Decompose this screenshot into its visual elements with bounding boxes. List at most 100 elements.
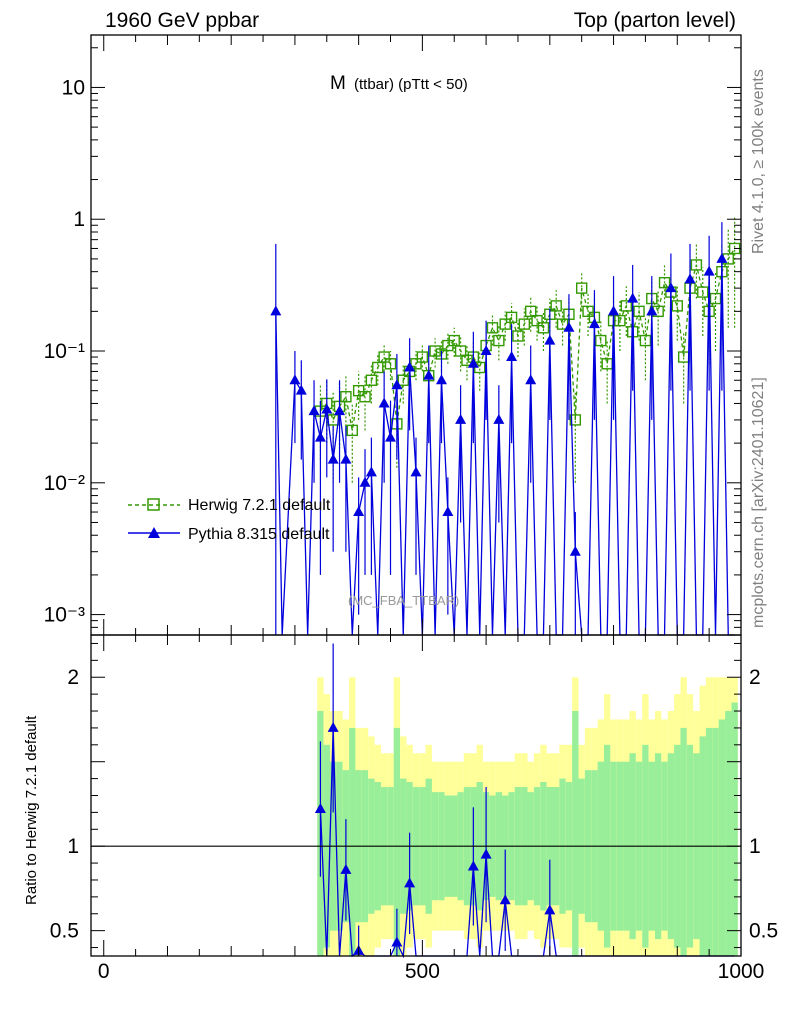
x-tick-label: 500 [405,960,440,983]
herwig-series [314,216,741,483]
herwig-point [518,318,531,330]
pythia-point [665,282,677,293]
herwig-point [493,334,505,347]
pythia-point [646,305,658,316]
pythia-point [391,379,403,390]
axes: 10⁻³ 10⁻² 10⁻¹ 1 10 0.5 0.5 1 1 2 2 0 500 1000 [44,34,778,983]
pythia-point [480,345,492,356]
herwig-point [709,292,722,305]
pythia-point [467,357,479,368]
ratio-y-tick-label-right: 2 [749,666,761,689]
pythia-point [684,273,696,284]
pythia-point [410,466,422,477]
herwig-point [582,305,594,318]
pythia-point [506,351,518,362]
pythia-point [588,318,600,329]
pythia-point [608,305,620,316]
ratio-band-inner [393,727,401,956]
herwig-point [448,334,460,347]
ratio-ylabel: Ratio to Herwig 7.2.1 default [23,715,40,905]
pythia-point [627,292,639,303]
ratio-y-tick-label-left: 0.5 [50,920,79,943]
plot-title-main: M [330,73,346,94]
pythia-point [569,545,581,556]
herwig-point [378,351,390,363]
x-tick-label: 0 [98,960,110,983]
herwig-point [410,358,422,370]
ratio-band-inner [680,727,687,956]
herwig-point [346,424,358,437]
herwig-point [327,414,339,426]
pythia-point [716,252,728,263]
legend-pythia-label: Pythia 8.315 default [188,526,330,543]
ratio-pythia-point [467,860,479,871]
header-right: Top (parton level) [574,9,736,32]
herwig-point [512,330,524,342]
ratio-pythia-point [340,863,352,874]
pythia-point [340,453,352,464]
pythia-point [270,305,282,316]
herwig-point [550,300,562,312]
pythia-point [442,506,454,517]
herwig-point [486,322,499,334]
herwig-point [569,414,582,426]
herwig-point [620,300,632,312]
herwig-point [671,300,683,312]
pythia-point [353,506,365,517]
pythia-point [703,265,715,276]
pythia-point [334,405,346,416]
main-y-tick-label: 1 [73,208,85,231]
legend-pythia-marker [148,527,160,538]
pythia-series [270,222,735,636]
pythia-point [308,405,320,416]
herwig-point [372,361,384,374]
herwig-point [359,391,371,403]
herwig-point [525,305,537,318]
pythia-point [321,403,333,414]
legend-herwig-label: Herwig 7.2.1 default [188,497,331,514]
herwig-point [429,345,441,357]
pythia-point [455,413,467,424]
pythia-point [423,369,435,380]
side-rivet: Rivet 4.1.0, ≥ 100k events [750,69,767,254]
ratio-pythia-point [391,936,403,947]
herwig-point [556,318,569,330]
herwig-point [595,334,607,347]
main-y-tick-label: 10⁻¹ [44,340,85,363]
pythia-point [289,374,301,385]
herwig-point [658,276,671,289]
herwig-point [454,345,467,357]
pythia-point [365,466,377,477]
legend-herwig-marker [147,498,160,511]
ratio-pythia-point [544,904,556,915]
pythia-point [385,431,397,442]
x-tick-label: 1000 [718,960,765,983]
herwig-point [639,334,652,347]
herwig-point [384,358,397,370]
ratio-pythia-point [327,721,339,732]
ratio-band-inner [572,711,579,956]
herwig-point [697,286,709,298]
ratio-pythia-point [499,894,511,905]
herwig-point [537,322,550,334]
ratio-pythia-point [404,877,416,888]
herwig-point [505,311,518,324]
herwig-point [340,391,352,403]
pythia-point [493,413,505,424]
herwig-point [531,314,543,327]
pythia-point [314,431,326,442]
ratio-band-inner [705,727,713,956]
ratio-pythia-point [480,848,492,859]
plot-title-sub: (ttbar) (pTtt < 50) [354,76,468,93]
herwig-point [614,314,626,327]
ratio-uncertainty-bands [317,677,738,956]
ratio-band-inner [725,711,732,956]
ratio-band-inner [349,727,356,956]
pythia-point [359,476,371,487]
herwig-point [365,374,378,386]
herwig-point [499,318,511,330]
ratio-band-inner [712,727,719,956]
pythia-point [404,361,416,372]
herwig-point [633,305,645,318]
